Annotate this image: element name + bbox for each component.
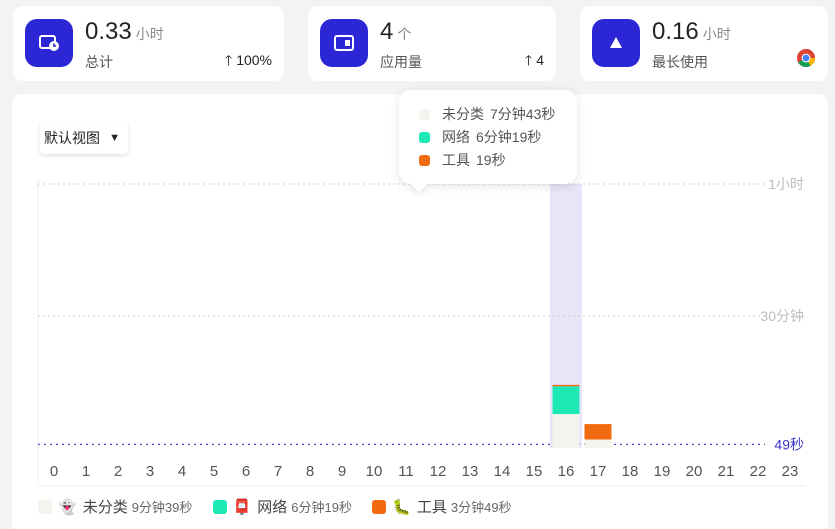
x-tick-label: 14 bbox=[494, 463, 511, 480]
triangle-icon bbox=[592, 19, 640, 67]
tooltip-series-name: 网络 bbox=[442, 129, 470, 145]
legend-duration: 6分钟19秒 bbox=[291, 500, 352, 515]
x-tick-label: 0 bbox=[50, 463, 58, 480]
bar-segment bbox=[552, 386, 580, 415]
legend-label: 网络 bbox=[257, 499, 288, 516]
x-tick-label: 16 bbox=[558, 463, 575, 480]
stat-label: 总计 bbox=[85, 54, 113, 70]
chart-legend: 👻 未分类 9分钟39秒 📮 网络 6分钟19秒 🐛 工具 3分钟49秒 bbox=[38, 496, 528, 517]
ghost-icon: 👻 bbox=[58, 499, 77, 516]
view-select[interactable]: 默认视图 ▼ bbox=[40, 122, 128, 154]
legend-duration: 9分钟39秒 bbox=[131, 500, 193, 515]
x-tick-label: 9 bbox=[338, 463, 346, 480]
stat-delta-value: 100% bbox=[236, 52, 272, 68]
x-tick-label: 19 bbox=[654, 463, 671, 480]
x-tick-label: 6 bbox=[242, 463, 250, 480]
tooltip-series-name: 未分类 bbox=[442, 106, 484, 122]
x-tick-label: 18 bbox=[622, 463, 639, 480]
bar-segment bbox=[552, 384, 580, 387]
x-tick-label: 11 bbox=[398, 463, 414, 480]
stat-label: 应用量 bbox=[380, 54, 422, 70]
y-tick-label: 49秒 bbox=[774, 436, 804, 452]
y-tick-label: 30分钟 bbox=[760, 308, 804, 324]
x-tick-label: 10 bbox=[366, 463, 383, 480]
legend-swatch bbox=[212, 500, 227, 514]
stat-value: 0.33 bbox=[85, 18, 132, 45]
legend-duration: 3分钟49秒 bbox=[450, 500, 512, 515]
x-tick-label: 8 bbox=[306, 463, 314, 480]
x-tick-label: 21 bbox=[718, 463, 735, 480]
x-tick-label: 1 bbox=[82, 463, 90, 480]
legend-label: 未分类 bbox=[82, 499, 128, 516]
x-tick-label: 4 bbox=[178, 463, 186, 480]
stat-unit: 小时 bbox=[702, 26, 731, 42]
postbox-icon: 📮 bbox=[232, 499, 252, 516]
series-color-swatch bbox=[419, 109, 430, 120]
x-tick-label: 7 bbox=[274, 463, 282, 480]
tooltip-series-value: 7分钟43秒 bbox=[490, 106, 556, 122]
tooltip-row: 未分类 7分钟43秒 bbox=[419, 104, 555, 124]
legend-item[interactable]: 👻 未分类 9分钟39秒 bbox=[38, 496, 192, 517]
stat-card-longest: 0.16 小时 最长使用 bbox=[580, 6, 828, 81]
bar-segment bbox=[552, 414, 580, 448]
x-tick-label: 5 bbox=[210, 463, 218, 480]
tooltip-series-value: 19秒 bbox=[476, 152, 506, 168]
clock-icon bbox=[25, 19, 73, 67]
app-window-icon bbox=[320, 19, 368, 67]
legend-item[interactable]: 📮 网络 6分钟19秒 bbox=[212, 496, 352, 517]
legend-swatch bbox=[38, 500, 52, 514]
tooltip-series-name: 工具 bbox=[442, 152, 470, 168]
y-tick-label: 1小时 bbox=[768, 176, 804, 192]
bar-segment bbox=[584, 439, 612, 448]
stat-delta: 🡑 100% bbox=[225, 50, 272, 74]
stat-delta-value: 4 bbox=[536, 52, 544, 68]
series-color-swatch bbox=[419, 132, 430, 143]
tooltip-row: 网络 6分钟19秒 bbox=[419, 127, 541, 147]
legend-label: 工具 bbox=[416, 499, 447, 516]
chrome-icon bbox=[796, 48, 816, 71]
arrow-up-icon: 🡑 bbox=[524, 52, 533, 68]
x-tick-label: 2 bbox=[114, 463, 122, 480]
stat-label: 最长使用 bbox=[652, 54, 708, 70]
bar-segment bbox=[584, 424, 612, 440]
x-tick-label: 20 bbox=[686, 463, 703, 480]
stat-unit: 个 bbox=[397, 26, 412, 42]
arrow-up-icon: 🡑 bbox=[224, 52, 233, 68]
view-select-label: 默认视图 bbox=[44, 130, 100, 146]
stat-card-total: 0.33 小时 总计 🡑 100% bbox=[13, 6, 284, 81]
stat-unit: 小时 bbox=[135, 26, 164, 42]
x-tick-label: 17 bbox=[590, 463, 607, 480]
tooltip-row: 工具 19秒 bbox=[419, 150, 506, 170]
legend-item[interactable]: 🐛 工具 3分钟49秒 bbox=[372, 496, 512, 517]
caret-down-icon: ▼ bbox=[109, 132, 120, 144]
stat-value: 0.16 bbox=[652, 18, 699, 45]
legend-swatch bbox=[372, 500, 387, 514]
stat-delta: 🡑 4 bbox=[525, 50, 544, 74]
stat-value: 4 bbox=[380, 18, 394, 45]
x-tick-label: 23 bbox=[782, 463, 799, 480]
x-tick-label: 15 bbox=[526, 463, 543, 480]
tooltip-series-value: 6分钟19秒 bbox=[476, 129, 542, 145]
x-tick-label: 3 bbox=[146, 463, 154, 480]
bug-icon: 🐛 bbox=[392, 499, 411, 516]
series-color-swatch bbox=[419, 155, 430, 166]
x-tick-label: 13 bbox=[462, 463, 479, 480]
x-tick-label: 22 bbox=[750, 463, 767, 480]
chart-tooltip: 未分类 7分钟43秒 网络 6分钟19秒 工具 19秒 bbox=[399, 90, 577, 184]
x-tick-label: 12 bbox=[430, 463, 447, 480]
